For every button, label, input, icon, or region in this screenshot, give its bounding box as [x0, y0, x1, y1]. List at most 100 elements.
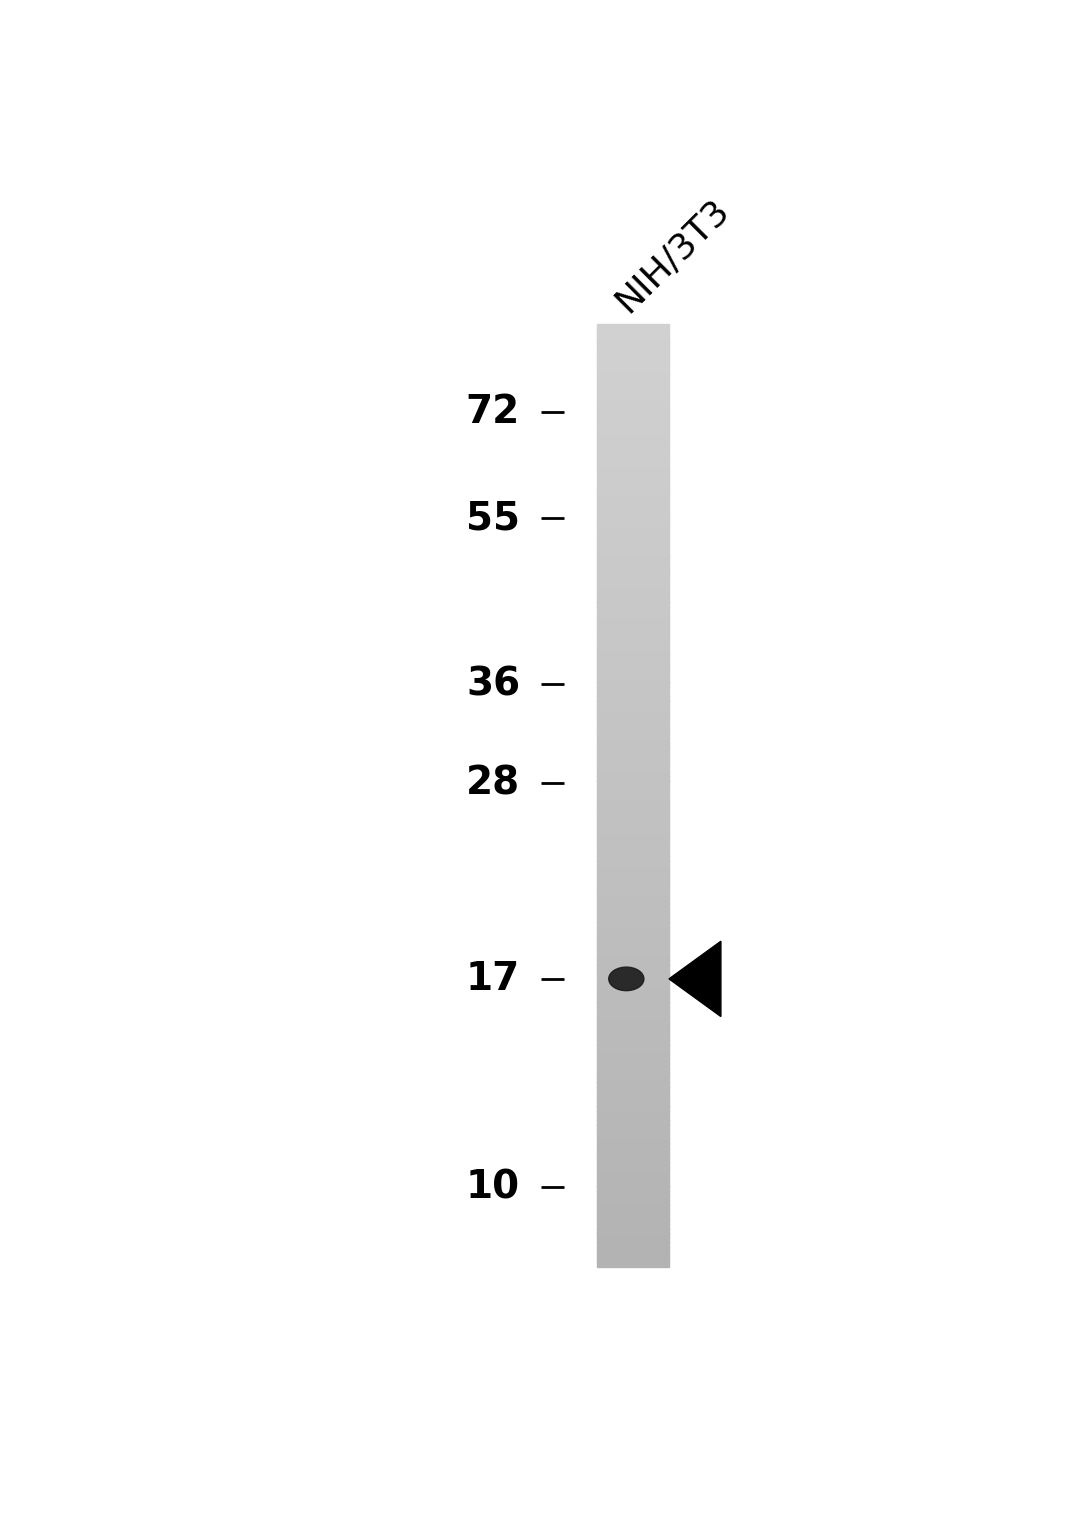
Bar — [597, 1138, 669, 1144]
Bar — [597, 342, 669, 349]
Bar — [597, 988, 669, 994]
Bar — [597, 483, 669, 489]
Bar — [597, 422, 669, 428]
Bar — [597, 696, 669, 702]
Bar — [597, 1128, 669, 1135]
Bar — [597, 800, 669, 806]
Bar — [597, 1171, 669, 1177]
Bar — [597, 494, 669, 498]
Bar — [597, 677, 669, 682]
Bar — [597, 324, 669, 329]
Polygon shape — [669, 942, 721, 1017]
Bar — [597, 1124, 669, 1130]
Bar — [597, 1246, 669, 1252]
Bar — [597, 517, 669, 523]
Bar — [597, 709, 669, 716]
Bar — [597, 1209, 669, 1216]
Bar — [597, 601, 669, 607]
Bar — [597, 394, 669, 401]
Bar — [597, 804, 669, 810]
Bar — [597, 974, 669, 980]
Bar — [597, 381, 669, 385]
Bar — [597, 560, 669, 564]
Bar — [597, 714, 669, 720]
Bar — [597, 1119, 669, 1125]
Bar — [597, 1031, 669, 1035]
Bar — [597, 621, 669, 627]
Bar — [597, 917, 669, 924]
Bar — [597, 1115, 669, 1121]
Bar — [597, 1144, 669, 1148]
Bar — [597, 739, 669, 745]
Bar — [597, 451, 669, 457]
Bar — [597, 352, 669, 358]
Bar — [597, 408, 669, 414]
Ellipse shape — [609, 968, 644, 991]
Bar — [597, 1251, 669, 1257]
Bar — [597, 705, 669, 711]
Bar — [597, 836, 669, 842]
Text: 55: 55 — [467, 498, 521, 537]
Bar — [597, 927, 669, 933]
Bar — [597, 526, 669, 532]
Bar — [597, 376, 669, 381]
Text: NIH/3T3: NIH/3T3 — [609, 193, 735, 320]
Bar — [597, 1153, 669, 1159]
Bar — [597, 766, 669, 772]
Bar — [597, 1026, 669, 1031]
Bar — [597, 474, 669, 480]
Bar — [597, 1214, 669, 1220]
Bar — [597, 856, 669, 862]
Bar — [597, 413, 669, 419]
Bar — [597, 969, 669, 974]
Bar — [597, 648, 669, 654]
Bar — [597, 479, 669, 485]
Bar — [597, 879, 669, 885]
Bar — [597, 1185, 669, 1191]
Bar — [597, 1020, 669, 1026]
Bar — [597, 723, 669, 729]
Bar — [597, 893, 669, 899]
Bar — [597, 965, 669, 969]
Bar — [597, 795, 669, 800]
Bar — [597, 616, 669, 621]
Bar — [597, 1040, 669, 1046]
Bar — [597, 399, 669, 405]
Bar — [597, 1076, 669, 1083]
Bar — [597, 512, 669, 518]
Bar — [597, 1133, 669, 1139]
Bar — [597, 573, 669, 579]
Text: 17: 17 — [465, 960, 521, 998]
Bar — [597, 605, 669, 612]
Bar — [597, 431, 669, 437]
Bar — [597, 757, 669, 763]
Bar — [597, 1205, 669, 1209]
Bar — [597, 950, 669, 956]
Bar — [597, 446, 669, 453]
Bar — [597, 1255, 669, 1261]
Bar — [597, 1167, 669, 1173]
Bar — [597, 427, 669, 433]
Bar — [597, 583, 669, 589]
Bar — [597, 752, 669, 758]
Bar — [597, 667, 669, 673]
Bar — [597, 1180, 669, 1187]
Bar — [597, 544, 669, 550]
Bar — [597, 875, 669, 881]
Bar — [597, 979, 669, 985]
Text: 36: 36 — [465, 665, 521, 703]
Bar — [597, 1053, 669, 1060]
Bar — [597, 456, 669, 462]
Bar — [597, 333, 669, 339]
Bar — [597, 1092, 669, 1098]
Bar — [597, 1058, 669, 1064]
Bar — [597, 625, 669, 631]
Bar — [597, 1219, 669, 1225]
Bar — [597, 847, 669, 852]
Text: 28: 28 — [465, 764, 521, 803]
Bar — [597, 508, 669, 514]
Bar — [597, 1015, 669, 1021]
Bar — [597, 365, 669, 372]
Bar — [597, 498, 669, 503]
Bar — [597, 612, 669, 616]
